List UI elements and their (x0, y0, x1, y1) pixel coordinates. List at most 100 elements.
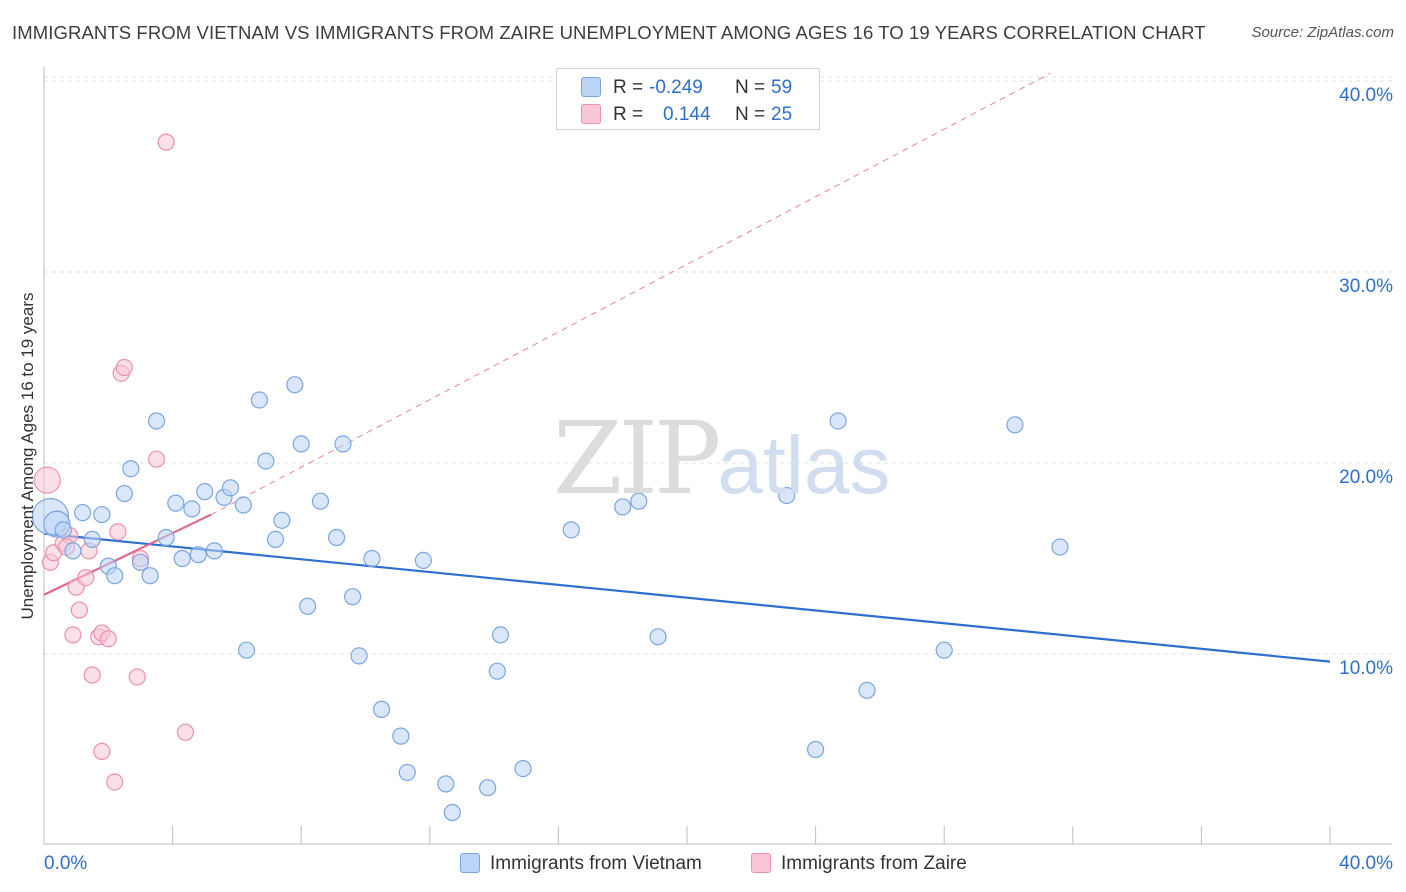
vietnam-point (93, 505, 111, 524)
vietnam-point (122, 460, 140, 478)
vietnam-point (173, 549, 191, 568)
vietnam-point (327, 528, 346, 547)
vietnam-trend-line (43, 532, 1331, 663)
zaire-point (109, 523, 127, 541)
vietnam-point (806, 740, 825, 759)
vietnam-point (286, 376, 304, 394)
vietnam-point (273, 511, 291, 529)
vietnam-point (649, 628, 667, 646)
vietnam-point (363, 549, 381, 568)
vietnam-point (443, 803, 461, 822)
x-tick-label: 40.0% (1339, 853, 1393, 874)
vietnam-point (131, 553, 150, 571)
vietnam-point (372, 700, 391, 718)
vietnam-point (83, 530, 101, 549)
vietnam-point (167, 494, 185, 512)
vietnam-point (488, 662, 506, 680)
vietnam-point (257, 452, 275, 470)
zaire-point (83, 666, 101, 684)
series-name: Immigrants from Zaire (781, 853, 967, 874)
vietnam-point (205, 542, 223, 560)
y-tick-label: 30.0% (1339, 276, 1393, 297)
vietnam-point (73, 504, 92, 522)
r-label: R = (613, 77, 644, 98)
vietnam-point (106, 567, 124, 585)
y-tick-label: 40.0% (1339, 85, 1393, 106)
vietnam-point (392, 727, 410, 745)
zaire-point (106, 773, 124, 791)
vietnam-point (829, 412, 847, 430)
trend-lines (43, 72, 1331, 663)
vietnam-point (437, 775, 455, 793)
zaire-point (176, 723, 195, 741)
vietnam-point (414, 551, 432, 570)
r-value: -0.249 (649, 77, 703, 98)
zaire-swatch (581, 104, 601, 124)
vietnam-point (614, 498, 632, 516)
n-value: 25 (771, 104, 793, 125)
zaire-point (115, 358, 133, 377)
zaire-point (99, 630, 117, 648)
vietnam-point (778, 486, 796, 505)
vietnam-point (189, 546, 207, 564)
vietnam-point (514, 759, 532, 778)
axes: 10.0% 20.0% 30.0% 40.0% 0.0% 40.0% (43, 67, 1393, 874)
vietnam-point (115, 484, 133, 503)
vietnam-point (250, 391, 269, 409)
vietnam-point (1006, 416, 1024, 434)
vietnam-point (398, 763, 416, 782)
vietnam-point (266, 530, 285, 549)
vietnam-points (31, 376, 1069, 822)
r-label: R = (613, 104, 644, 125)
vietnam-point (183, 500, 201, 518)
vietnam-point (221, 479, 240, 497)
zaire-points (33, 133, 195, 791)
zaire-swatch (751, 853, 771, 873)
zaire-point (93, 742, 111, 761)
vietnam-swatch (460, 853, 480, 873)
vietnam-swatch (581, 77, 601, 97)
y-tick-label: 10.0% (1339, 658, 1393, 679)
vietnam-point (630, 492, 648, 510)
source-credit: Source: ZipAtlas.com (1251, 24, 1394, 41)
vietnam-point (1051, 538, 1069, 556)
vietnam-point (935, 641, 953, 659)
vietnam-point (562, 521, 580, 539)
zaire-point (128, 668, 146, 686)
vietnam-point (147, 412, 166, 430)
zaire-point (157, 133, 175, 151)
zaire-point (77, 568, 95, 587)
chart-title: IMMIGRANTS FROM VIETNAM VS IMMIGRANTS FR… (12, 22, 1206, 43)
vietnam-point (350, 647, 368, 665)
zaire-point (33, 466, 61, 494)
x-tick-label: 0.0% (44, 853, 87, 874)
series-name: Immigrants from Vietnam (490, 853, 702, 874)
vietnam-point (858, 681, 876, 699)
zaire-point (70, 601, 88, 619)
correlation-legend: R = -0.249 N = 59 R = 0.144 N = 25 (556, 68, 820, 130)
vietnam-point (479, 779, 497, 797)
vietnam-point (196, 483, 214, 501)
y-axis-label: Unemployment Among Ages 16 to 19 years (18, 292, 37, 620)
vietnam-point (234, 496, 252, 514)
n-label: N = (735, 77, 766, 98)
zaire-point (64, 626, 82, 644)
vietnam-point (311, 492, 330, 510)
zaire-point (147, 450, 166, 468)
vietnam-point (141, 567, 159, 585)
n-label: N = (735, 104, 766, 125)
vietnam-point (292, 435, 310, 453)
vietnam-point (64, 542, 82, 560)
vietnam-point (344, 588, 362, 606)
vietnam-point (334, 435, 352, 453)
vietnam-point (299, 597, 317, 615)
vietnam-point (491, 626, 510, 644)
gridlines (44, 76, 1392, 655)
vietnam-point (237, 641, 256, 659)
vietnam-point (157, 528, 175, 547)
y-tick-label: 20.0% (1339, 467, 1393, 488)
vietnam-point (54, 521, 72, 539)
r-value: 0.144 (663, 104, 711, 125)
n-value: 59 (771, 77, 793, 98)
